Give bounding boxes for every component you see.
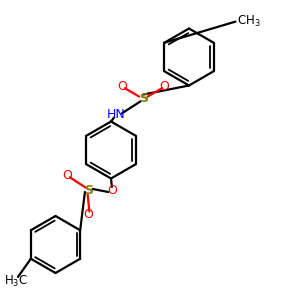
Text: O: O <box>118 80 127 94</box>
Text: S: S <box>139 92 148 105</box>
Text: O: O <box>160 80 169 94</box>
Text: H$_3$C: H$_3$C <box>4 274 28 289</box>
Text: CH$_3$: CH$_3$ <box>237 14 261 29</box>
Text: O: O <box>107 184 117 197</box>
Text: O: O <box>63 169 72 182</box>
Text: O: O <box>84 208 93 221</box>
Text: S: S <box>84 184 93 197</box>
Text: HN: HN <box>107 108 126 121</box>
